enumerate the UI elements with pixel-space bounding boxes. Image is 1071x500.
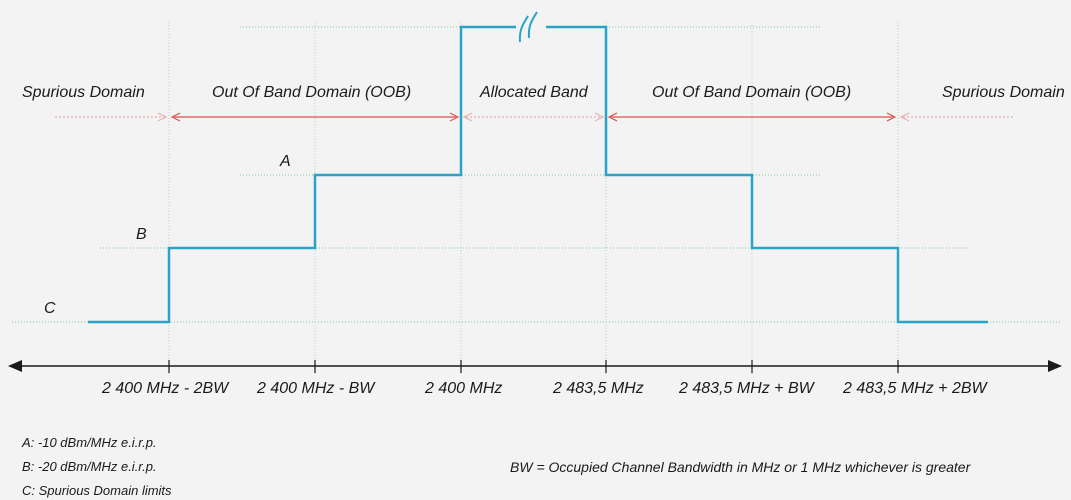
allocated-arrowhead-start (462, 112, 473, 122)
oob-arrowhead-left-start (170, 112, 181, 122)
oob-arrowhead-left-end (449, 112, 460, 122)
legend-b: B: -20 dBm/MHz e.i.r.p. (22, 459, 157, 474)
axis-break-mark-left (518, 15, 529, 43)
legend-a: A: -10 dBm/MHz e.i.r.p. (22, 435, 157, 450)
oob-arrowhead-right-end (886, 112, 897, 122)
spurious-arrowhead-right (899, 112, 910, 122)
oob-arrowhead-right-start (607, 112, 618, 122)
legend-bw-note: BW = Occupied Channel Bandwidth in MHz o… (510, 459, 971, 475)
freq-label-2400-2bw: 2 400 MHz - 2BW (102, 380, 229, 397)
freq-label-2400-bw: 2 400 MHz - BW (257, 380, 375, 397)
domain-label-allocated: Allocated Band (480, 84, 588, 101)
level-label-b: B (136, 226, 147, 243)
domain-label-spurious-right: Spurious Domain (942, 84, 1065, 101)
domain-label-oob-right: Out Of Band Domain (OOB) (652, 84, 852, 101)
spurious-arrowhead-left (157, 112, 168, 122)
freq-label-2483-2bw: 2 483,5 MHz + 2BW (843, 380, 987, 397)
level-label-a: A (280, 153, 291, 170)
frequency-axis-arrow-left (8, 360, 22, 372)
domain-arrows (55, 112, 1015, 122)
freq-label-2483: 2 483,5 MHz (553, 380, 644, 397)
legend-c: C: Spurious Domain limits (22, 483, 172, 498)
freq-label-2483-bw: 2 483,5 MHz + BW (679, 380, 814, 397)
frequency-ticks (168, 360, 899, 373)
domain-label-oob-left: Out Of Band Domain (OOB) (212, 84, 412, 101)
domain-label-spurious-left: Spurious Domain (22, 84, 145, 101)
allocated-arrowhead-end (594, 112, 605, 122)
freq-label-2400: 2 400 MHz (425, 380, 503, 397)
frequency-axis-arrow-right (1048, 360, 1062, 372)
axis-break-mark-right (527, 11, 538, 39)
level-label-c: C (44, 300, 56, 317)
